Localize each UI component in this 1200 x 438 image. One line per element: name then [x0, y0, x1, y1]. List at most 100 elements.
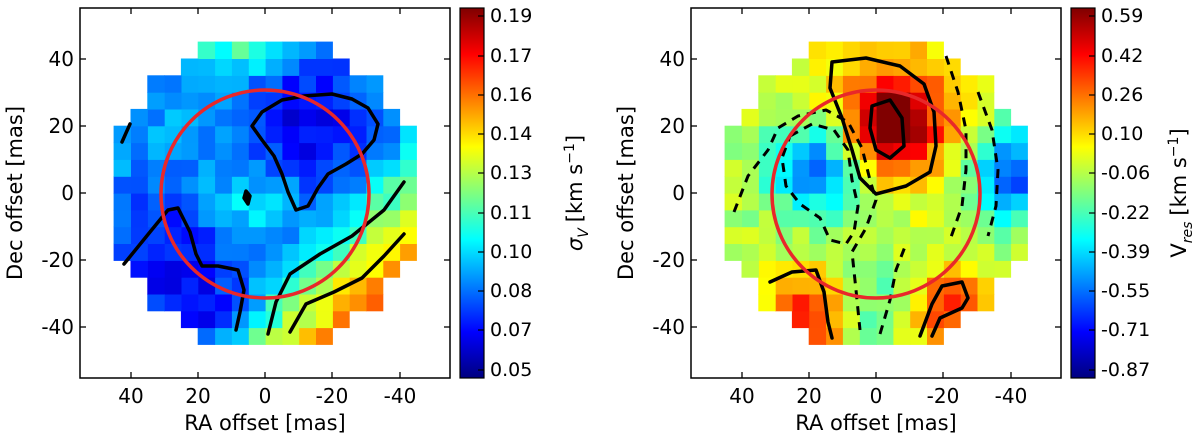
heatmap-cell — [113, 142, 131, 160]
right-colorbar-label-units: [km s — [1167, 157, 1191, 215]
heatmap-cell — [281, 243, 300, 261]
left-contours — [120, 92, 406, 336]
heatmap-cell — [892, 310, 911, 329]
heatmap-cell — [399, 243, 417, 261]
right-colorbar-tick-label: 0.42 — [1101, 45, 1143, 67]
right-colorbar-tick-label: 0.59 — [1101, 5, 1143, 27]
left-colorbar-tick-label: 0.17 — [490, 45, 532, 67]
heatmap-cell — [758, 209, 776, 228]
heatmap-cell — [197, 310, 216, 329]
heatmap-cell — [130, 159, 148, 177]
heatmap-cell — [775, 75, 793, 93]
heatmap-cell — [741, 108, 759, 127]
heatmap-cell — [332, 108, 350, 127]
heatmap-cell — [741, 193, 759, 211]
heatmap-cell — [382, 260, 401, 278]
right-colorbar-tick-label: -0.55 — [1101, 280, 1150, 302]
right-colorbar-tick-label: -0.22 — [1101, 202, 1150, 224]
heatmap-cell — [231, 260, 249, 278]
heatmap-cell — [1010, 159, 1028, 177]
heatmap-cell — [808, 226, 827, 244]
heatmap-cell — [281, 293, 300, 312]
heatmap-cell — [943, 108, 961, 127]
heatmap-cell — [147, 108, 165, 127]
heatmap-cell — [164, 260, 182, 278]
heatmap-cell — [315, 327, 333, 345]
heatmap-cell — [298, 108, 316, 127]
heatmap-cell — [265, 108, 283, 127]
heatmap-cell — [960, 108, 978, 127]
left-y-tick-label: 0 — [61, 181, 74, 205]
heatmap-cell — [281, 260, 300, 278]
heatmap-cell — [248, 327, 266, 345]
heatmap-cell — [808, 209, 827, 228]
heatmap-cell — [265, 142, 283, 160]
right-contour-southeast — [918, 280, 970, 338]
heatmap-cell — [859, 108, 877, 127]
heatmap-cell — [130, 193, 148, 211]
left-colorbar-tick-label: 0.10 — [490, 241, 532, 263]
heatmap-cell — [976, 75, 995, 93]
heatmap-cell — [775, 108, 793, 127]
heatmap-cell — [231, 159, 249, 177]
heatmap-cell — [825, 41, 843, 59]
heatmap-cell — [791, 159, 810, 177]
right-y-tick-label: -20 — [652, 248, 685, 272]
heatmap-cell — [197, 41, 216, 59]
heatmap-cell — [976, 159, 995, 177]
heatmap-cell — [758, 125, 776, 144]
heatmap-cell — [147, 75, 165, 93]
right-contour-east-2 — [976, 91, 1000, 237]
heatmap-cell — [130, 209, 148, 228]
heatmap-cell — [332, 243, 350, 261]
heatmap-cell — [909, 310, 927, 329]
heatmap-cell — [791, 92, 810, 110]
heatmap-cell — [197, 327, 216, 345]
heatmap-cell — [825, 243, 843, 261]
heatmap-cell — [943, 243, 961, 261]
heatmap-cell — [349, 176, 367, 194]
heatmap-cell — [332, 75, 350, 93]
heatmap-cell — [808, 125, 827, 144]
heatmap-cell — [960, 176, 978, 194]
heatmap-cell — [164, 108, 182, 127]
heatmap-cell — [265, 58, 283, 76]
heatmap-cell — [130, 108, 148, 127]
heatmap-cell — [180, 176, 199, 194]
heatmap-cell — [825, 125, 843, 144]
heatmap-cell — [741, 243, 759, 261]
heatmap-cell — [164, 293, 182, 312]
heatmap-cell — [724, 142, 742, 160]
heatmap-cell — [859, 277, 877, 295]
heatmap-cell — [349, 193, 367, 211]
heatmap-cell — [265, 243, 283, 261]
heatmap-cell — [758, 293, 776, 312]
heatmap-cell — [993, 209, 1012, 228]
left-contour-southeast-1 — [266, 180, 406, 336]
heatmap-cell — [399, 125, 417, 144]
heatmap-cell — [298, 75, 316, 93]
heatmap-cell — [758, 243, 776, 261]
left-x-tick-label: -20 — [316, 384, 349, 408]
heatmap-cell — [909, 125, 927, 144]
heatmap-cell — [231, 75, 249, 93]
heatmap-cell — [926, 243, 944, 261]
heatmap-cell — [943, 159, 961, 177]
heatmap-cell — [1010, 209, 1028, 228]
heatmap-cell — [892, 193, 911, 211]
heatmap-cell — [332, 193, 350, 211]
right-colorbar-tick-label: -0.87 — [1101, 359, 1150, 381]
heatmap-cell — [231, 58, 249, 76]
heatmap-cell — [214, 108, 232, 127]
right-colorbar-tick-label: -0.71 — [1101, 319, 1150, 341]
heatmap-cell — [808, 310, 827, 329]
heatmap-cell — [993, 226, 1012, 244]
left-contour-low-region — [250, 92, 380, 212]
heatmap-cell — [248, 277, 266, 295]
heatmap-cell — [365, 293, 384, 312]
heatmap-cell — [876, 41, 894, 59]
heatmap-cell — [130, 125, 148, 144]
heatmap-cell — [976, 293, 995, 312]
heatmap-cell — [758, 92, 776, 110]
heatmap-cell — [724, 159, 742, 177]
